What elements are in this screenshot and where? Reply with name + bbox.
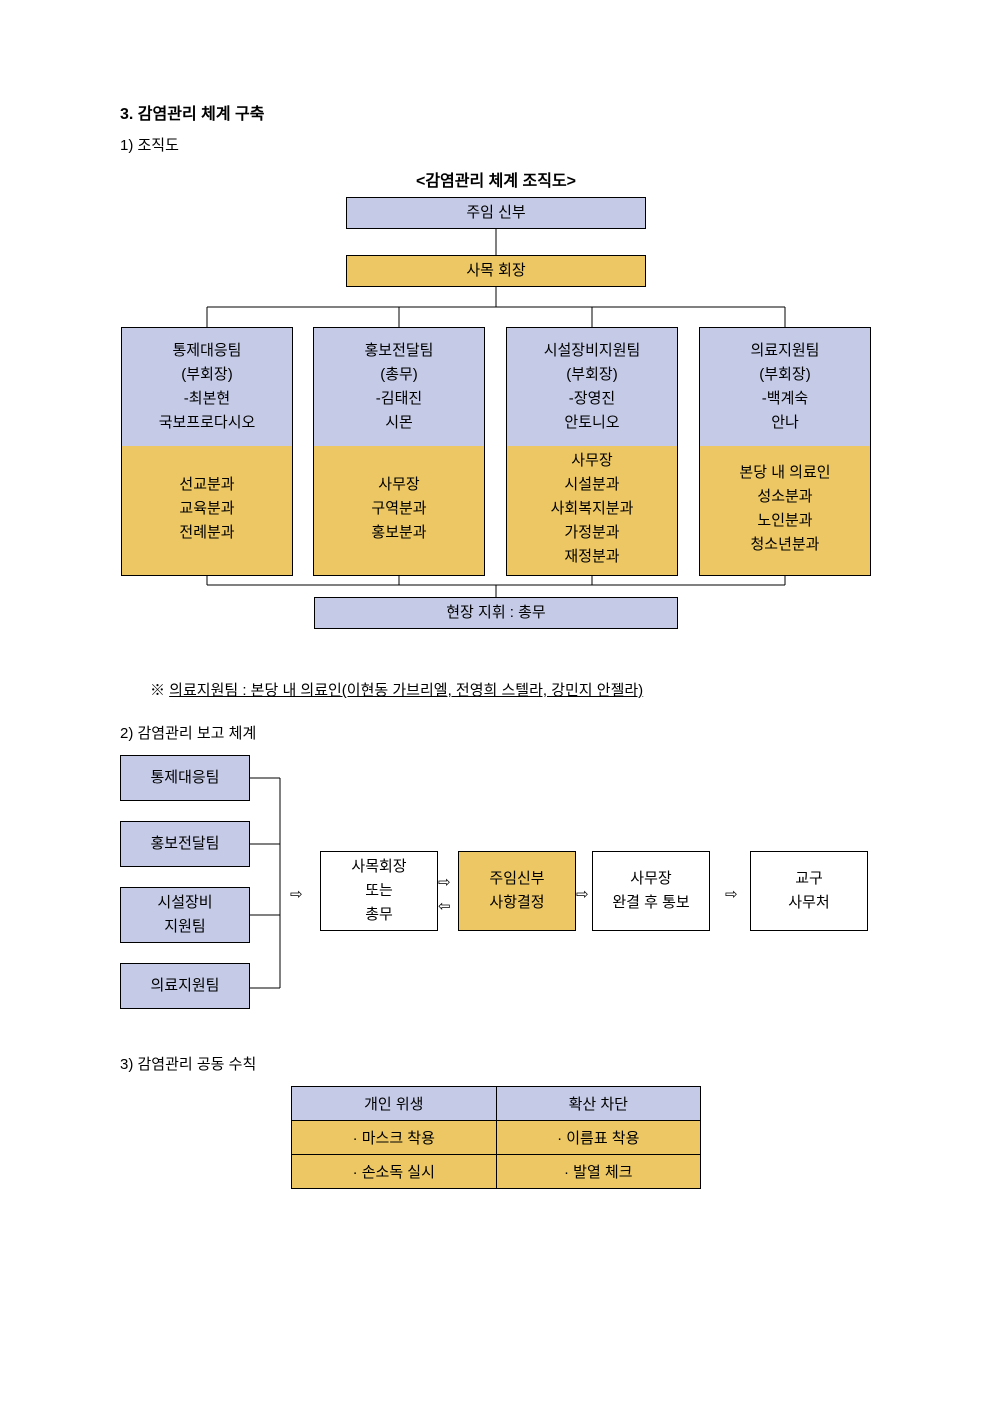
team-head-line: 국보프로다시오 bbox=[159, 411, 256, 435]
org-team-col: 시설장비지원팀(부회장)-장영진안토니오사무장시설분과사회복지분과가정분과재정분… bbox=[506, 327, 678, 576]
flow-box-line: 사무장 bbox=[630, 867, 671, 891]
flow-box-line: 또는 bbox=[365, 879, 393, 903]
flow-box-line: 총무 bbox=[365, 903, 393, 927]
flow-team-label: 시설장비 bbox=[157, 891, 212, 915]
team-body-line: 전례분과 bbox=[179, 521, 234, 545]
team-body-line: 청소년분과 bbox=[750, 533, 819, 557]
org-team-col: 의료지원팀(부회장)-백계숙안나본당 내 의료인성소분과노인분과청소년분과 bbox=[699, 327, 871, 576]
org-second-label: 사목 회장 bbox=[466, 259, 525, 283]
note-text: 의료지원팀 : 본당 내 의료인(이현동 가브리엘, 전영희 스텔라, 강민지 … bbox=[169, 682, 643, 699]
team-head-line: 안나 bbox=[771, 411, 799, 435]
field-commander-label: 현장 지휘 : 총무 bbox=[446, 601, 545, 625]
team-head-line: 의료지원팀 bbox=[750, 339, 819, 363]
field-commander-box: 현장 지휘 : 총무 bbox=[314, 597, 678, 629]
rules-cell: · 이름표 착용 bbox=[497, 1121, 702, 1155]
flow-team-item: 의료지원팀 bbox=[120, 963, 250, 1009]
team-body-line: 성소분과 bbox=[757, 485, 812, 509]
team-body-line: 재정분과 bbox=[564, 545, 619, 569]
team-body-line: 교육분과 bbox=[179, 497, 234, 521]
section-title: 3. 감염관리 체계 구축 bbox=[120, 100, 872, 124]
team-head: 통제대응팀(부회장)-최본현국보프로다시오 bbox=[121, 327, 293, 447]
team-body-line: 홍보분과 bbox=[371, 521, 426, 545]
team-head-line: 통제대응팀 bbox=[172, 339, 241, 363]
flow-team-label: 통제대응팀 bbox=[150, 766, 219, 790]
team-body: 본당 내 의료인성소분과노인분과청소년분과 bbox=[699, 446, 871, 576]
team-head-line: (총무) bbox=[380, 363, 418, 387]
rules-cell: · 손소독 실시 bbox=[291, 1155, 497, 1189]
arrow-icon: ⇨ bbox=[438, 873, 451, 891]
team-body: 선교분과교육분과전례분과 bbox=[121, 446, 293, 576]
team-body-line: 시설분과 bbox=[564, 473, 619, 497]
flow-team-item: 통제대응팀 bbox=[120, 755, 250, 801]
team-head-line: -최본현 bbox=[184, 387, 230, 411]
arrow-icon: ⇨ bbox=[576, 885, 589, 903]
team-body-line: 사무장 bbox=[571, 449, 612, 473]
team-body-line: 사회복지분과 bbox=[551, 497, 634, 521]
team-body-line: 가정분과 bbox=[564, 521, 619, 545]
flow-box-4: 교구사무처 bbox=[750, 851, 868, 931]
medical-team-note: ※ 의료지원팀 : 본당 내 의료인(이현동 가브리엘, 전영희 스텔라, 강민… bbox=[150, 679, 872, 700]
flow-team-label: 지원팀 bbox=[164, 915, 205, 939]
org-chart: 주임 신부 사목 회장 통제대응팀(부회장)-최본현국보프로다시오선교분과교육분… bbox=[121, 197, 871, 667]
flow-box-line: 사무처 bbox=[788, 891, 829, 915]
flow-box-line: 사목회장 bbox=[351, 855, 406, 879]
flow-box-line: 완결 후 통보 bbox=[612, 891, 689, 915]
team-head-line: -김태진 bbox=[376, 387, 422, 411]
team-head-line: (부회장) bbox=[566, 363, 617, 387]
flow-box-line: 교구 bbox=[795, 867, 823, 891]
team-head-line: (부회장) bbox=[759, 363, 810, 387]
subsection-1-label: 1) 조직도 bbox=[120, 134, 872, 155]
team-head-line: 시몬 bbox=[385, 411, 413, 435]
team-head-line: 홍보전달팀 bbox=[364, 339, 433, 363]
rules-table: 개인 위생 확산 차단 · 마스크 착용 · 이름표 착용 · 손소독 실시 ·… bbox=[291, 1086, 701, 1189]
rules-header: 확산 차단 bbox=[497, 1086, 702, 1121]
team-body-line: 사무장 bbox=[378, 473, 419, 497]
flow-team-item: 홍보전달팀 bbox=[120, 821, 250, 867]
team-head: 의료지원팀(부회장)-백계숙안나 bbox=[699, 327, 871, 447]
org-team-col: 홍보전달팀(총무)-김태진시몬사무장구역분과홍보분과 bbox=[313, 327, 485, 576]
arrow-icon: ⇨ bbox=[290, 885, 303, 903]
team-head: 홍보전달팀(총무)-김태진시몬 bbox=[313, 327, 485, 447]
team-head-line: 안토니오 bbox=[564, 411, 619, 435]
arrow-icon: ⇨ bbox=[725, 885, 738, 903]
team-head-line: (부회장) bbox=[181, 363, 232, 387]
team-body: 사무장시설분과사회복지분과가정분과재정분과 bbox=[506, 446, 678, 576]
org-team-col: 통제대응팀(부회장)-최본현국보프로다시오선교분과교육분과전례분과 bbox=[121, 327, 293, 576]
subsection-2-label: 2) 감염관리 보고 체계 bbox=[120, 722, 872, 743]
note-prefix: ※ bbox=[150, 682, 169, 699]
team-body: 사무장구역분과홍보분과 bbox=[313, 446, 485, 576]
org-second-box: 사목 회장 bbox=[346, 255, 646, 287]
subsection-3-label: 3) 감염관리 공동 수칙 bbox=[120, 1053, 872, 1074]
team-body-line: 구역분과 bbox=[371, 497, 426, 521]
flow-team-label: 의료지원팀 bbox=[150, 974, 219, 998]
flow-box-2: 주임신부사항결정 bbox=[458, 851, 576, 931]
team-head: 시설장비지원팀(부회장)-장영진안토니오 bbox=[506, 327, 678, 447]
flow-team-list: 통제대응팀홍보전달팀시설장비지원팀의료지원팀 bbox=[120, 755, 250, 1029]
flow-box-3: 사무장완결 후 통보 bbox=[592, 851, 710, 931]
team-head-line: 시설장비지원팀 bbox=[544, 339, 641, 363]
team-head-line: -백계숙 bbox=[762, 387, 808, 411]
flow-team-label: 홍보전달팀 bbox=[150, 832, 219, 856]
rules-cell: · 마스크 착용 bbox=[291, 1121, 497, 1155]
rules-cell: · 발열 체크 bbox=[497, 1155, 702, 1189]
reporting-flow: 통제대응팀홍보전달팀시설장비지원팀의료지원팀 ⇨ 사목회장또는총무 ⇨ ⇦ 주임… bbox=[120, 755, 870, 1025]
flow-team-item: 시설장비지원팀 bbox=[120, 887, 250, 943]
arrow-icon: ⇦ bbox=[438, 897, 451, 915]
team-head-line: -장영진 bbox=[569, 387, 615, 411]
org-top-box: 주임 신부 bbox=[346, 197, 646, 229]
team-body-line: 본당 내 의료인 bbox=[739, 461, 830, 485]
flow-box-line: 사항결정 bbox=[489, 891, 544, 915]
team-body-line: 선교분과 bbox=[179, 473, 234, 497]
team-body-line: 노인분과 bbox=[757, 509, 812, 533]
org-chart-title: <감염관리 체계 조직도> bbox=[120, 167, 872, 191]
flow-box-1: 사목회장또는총무 bbox=[320, 851, 438, 931]
org-top-label: 주임 신부 bbox=[466, 201, 525, 225]
rules-header: 개인 위생 bbox=[291, 1086, 497, 1121]
flow-box-line: 주임신부 bbox=[489, 867, 544, 891]
